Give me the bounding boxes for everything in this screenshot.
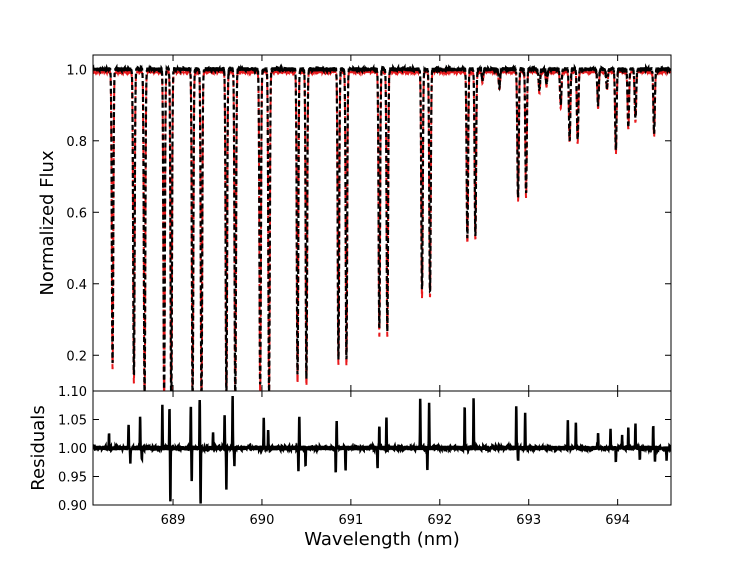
residuals-y-tick-label: 1.00 xyxy=(58,442,87,457)
flux-observed-series xyxy=(93,63,671,391)
x-tick-label: 691 xyxy=(338,513,363,528)
flux-panel: 1.0 0.8 0.6 0.4 0.2 Normalized Flux xyxy=(37,54,672,392)
flux-y-tick-label: 1.0 xyxy=(66,63,87,78)
flux-y-ticks: 1.0 0.8 0.6 0.4 0.2 xyxy=(66,63,671,364)
x-tick-label: 689 xyxy=(161,513,186,528)
flux-y-tick-label: 0.4 xyxy=(66,278,87,293)
residuals-panel: 1.101.051.000.950.90 689 690 691 692 693 694 … xyxy=(28,385,672,550)
residuals-x-ticks: 689 690 691 692 693 694 xyxy=(161,391,630,528)
residuals-y-ticks: 1.10 1.05 1.00 0.95 0.90 xyxy=(58,385,671,514)
flux-y-axis-label: Normalized Flux xyxy=(37,150,58,296)
x-axis-label: Wavelength (nm) xyxy=(304,529,460,550)
residuals-y-tick-label: 0.95 xyxy=(58,471,87,486)
x-tick-label: 692 xyxy=(427,513,452,528)
x-tick-label: 693 xyxy=(516,513,541,528)
residuals-series xyxy=(93,396,671,504)
x-tick-label: 694 xyxy=(605,513,630,528)
residuals-y-tick-label: 0.90 xyxy=(58,499,87,514)
flux-y-tick-label: 0.8 xyxy=(66,135,87,150)
x-tick-label: 690 xyxy=(250,513,275,528)
flux-y-tick-label: 0.2 xyxy=(66,349,87,364)
flux-y-tick-label: 0.6 xyxy=(66,206,87,221)
flux-x-ticks xyxy=(172,55,619,391)
residuals-y-axis-label: Residuals xyxy=(28,405,49,490)
residuals-y-tick-label: 1.10 xyxy=(58,385,87,400)
residuals-y-tick-label: 1.05 xyxy=(58,414,87,429)
